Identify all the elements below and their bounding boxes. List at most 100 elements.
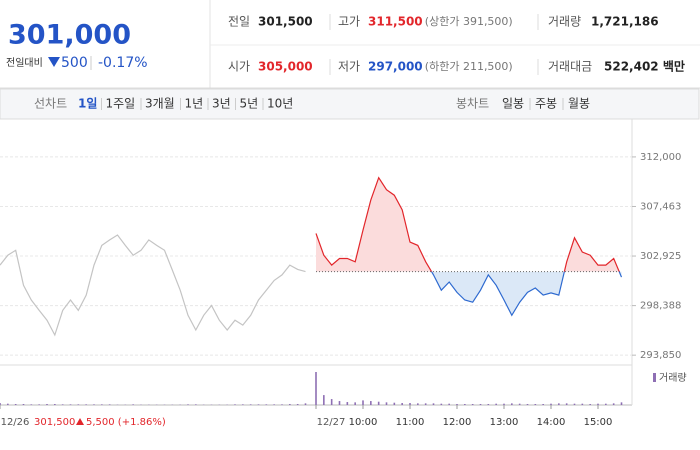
summary-label: 전일 <box>228 15 250 29</box>
summary-value: 297,000 <box>368 60 423 74</box>
volume-bar <box>249 404 252 405</box>
volume-bar <box>597 403 599 405</box>
status-change: 5,500 (+1.86%) <box>86 417 166 428</box>
volume-bar <box>54 404 56 405</box>
volume-bar <box>503 403 505 405</box>
volume-bar <box>296 404 299 405</box>
volume-bar <box>22 404 25 405</box>
price-line <box>0 234 306 337</box>
y-tick-label: 293,850 <box>640 350 681 361</box>
volume-bar <box>289 404 291 405</box>
volume-bar <box>464 404 466 405</box>
candle-tab[interactable]: 주봉 <box>535 97 557 111</box>
summary-label: 거래대금 <box>548 60 592 74</box>
volume-bar <box>518 403 521 405</box>
volume-bar <box>385 402 388 405</box>
summary-value: 301,500 <box>258 15 313 29</box>
volume-bar <box>354 402 356 405</box>
volume-bar <box>315 372 317 405</box>
period-tab[interactable]: 1일 <box>78 97 97 111</box>
volume-bar <box>38 404 40 405</box>
tab-group-label: 봉차트 <box>456 97 489 111</box>
volume-bar <box>85 404 87 405</box>
volume-bar <box>409 403 411 405</box>
volume-bar <box>620 402 623 405</box>
day-label: 12/27 <box>317 417 346 428</box>
volume-bar <box>61 404 64 405</box>
change-percent: -0.17% <box>98 55 148 71</box>
volume-bar <box>195 404 197 405</box>
volume-bar <box>330 399 333 405</box>
volume-bar <box>93 404 95 405</box>
volume-bar <box>487 404 490 405</box>
x-tick-label: 15:00 <box>584 417 613 428</box>
volume-bar <box>550 403 552 405</box>
volume-bar <box>589 404 591 405</box>
summary-value: 1,721,186 <box>591 15 659 29</box>
volume-bar <box>46 404 48 405</box>
volume-bar <box>257 404 260 405</box>
period-tab[interactable]: 3개월 <box>145 97 175 111</box>
price-line-down <box>430 271 623 317</box>
summary-note: (하한가 211,500) <box>425 59 513 73</box>
volume-bar <box>265 404 268 405</box>
candle-tab[interactable]: 월봉 <box>568 97 590 111</box>
volume-bar <box>370 401 372 405</box>
volume-bar <box>377 401 380 405</box>
change: 500 <box>61 55 88 71</box>
period-tab[interactable]: 1주일 <box>106 97 136 111</box>
volume-bar <box>69 404 72 405</box>
volume-bar <box>346 402 349 405</box>
x-tick-label: 10:00 <box>349 417 378 428</box>
x-tick-label: 11:00 <box>396 417 425 428</box>
y-tick-label: 307,463 <box>640 201 681 212</box>
summary-value: 305,000 <box>258 60 313 74</box>
volume-bar <box>132 404 134 405</box>
volume-bar <box>456 404 458 405</box>
tab-group-label: 선차트 <box>34 97 67 111</box>
volume-bar <box>304 403 307 405</box>
tab-bar <box>0 88 700 120</box>
period-tab[interactable]: 5년 <box>240 97 259 111</box>
summary-label: 거래량 <box>548 15 581 29</box>
volume-bar <box>471 404 474 405</box>
volume-bar <box>242 404 244 405</box>
volume-bar <box>565 403 568 405</box>
down-icon <box>48 57 60 67</box>
candle-tab[interactable]: 일봉 <box>502 97 524 111</box>
period-tab[interactable]: 1년 <box>185 97 204 111</box>
volume-bar <box>234 404 236 405</box>
x-tick-label: 14:00 <box>537 417 566 428</box>
status-price: 301,500 <box>34 417 75 428</box>
volume-bar <box>14 404 17 405</box>
day-label: 12/26 <box>1 417 30 428</box>
x-tick-label: 13:00 <box>490 417 519 428</box>
volume-bar <box>0 403 1 405</box>
volume-bar <box>338 401 341 405</box>
x-tick-label: 12:00 <box>443 417 472 428</box>
y-tick-label: 298,388 <box>640 301 681 312</box>
volume-bar <box>101 404 103 405</box>
change-label: 전일대비 <box>6 57 43 69</box>
volume-bar <box>323 395 325 405</box>
volume-bar <box>573 403 576 405</box>
volume-bar <box>424 403 427 405</box>
current-price: 301,000 <box>8 20 131 51</box>
period-tab[interactable]: 10년 <box>267 97 293 111</box>
period-tab[interactable]: 3년 <box>212 97 231 111</box>
summary-label: 시가 <box>228 60 250 74</box>
volume-bar <box>393 402 396 405</box>
volume-bar <box>362 400 364 405</box>
volume-bar <box>605 403 607 405</box>
volume-bar <box>558 403 560 405</box>
volume-bar <box>77 404 80 405</box>
volume-bar <box>495 403 497 405</box>
summary-value: 311,500 <box>368 15 423 29</box>
volume-bar <box>526 404 529 405</box>
up-area <box>316 177 622 272</box>
y-tick-label: 312,000 <box>640 152 681 163</box>
volume-bar <box>534 404 537 405</box>
volume-bar <box>7 403 9 405</box>
